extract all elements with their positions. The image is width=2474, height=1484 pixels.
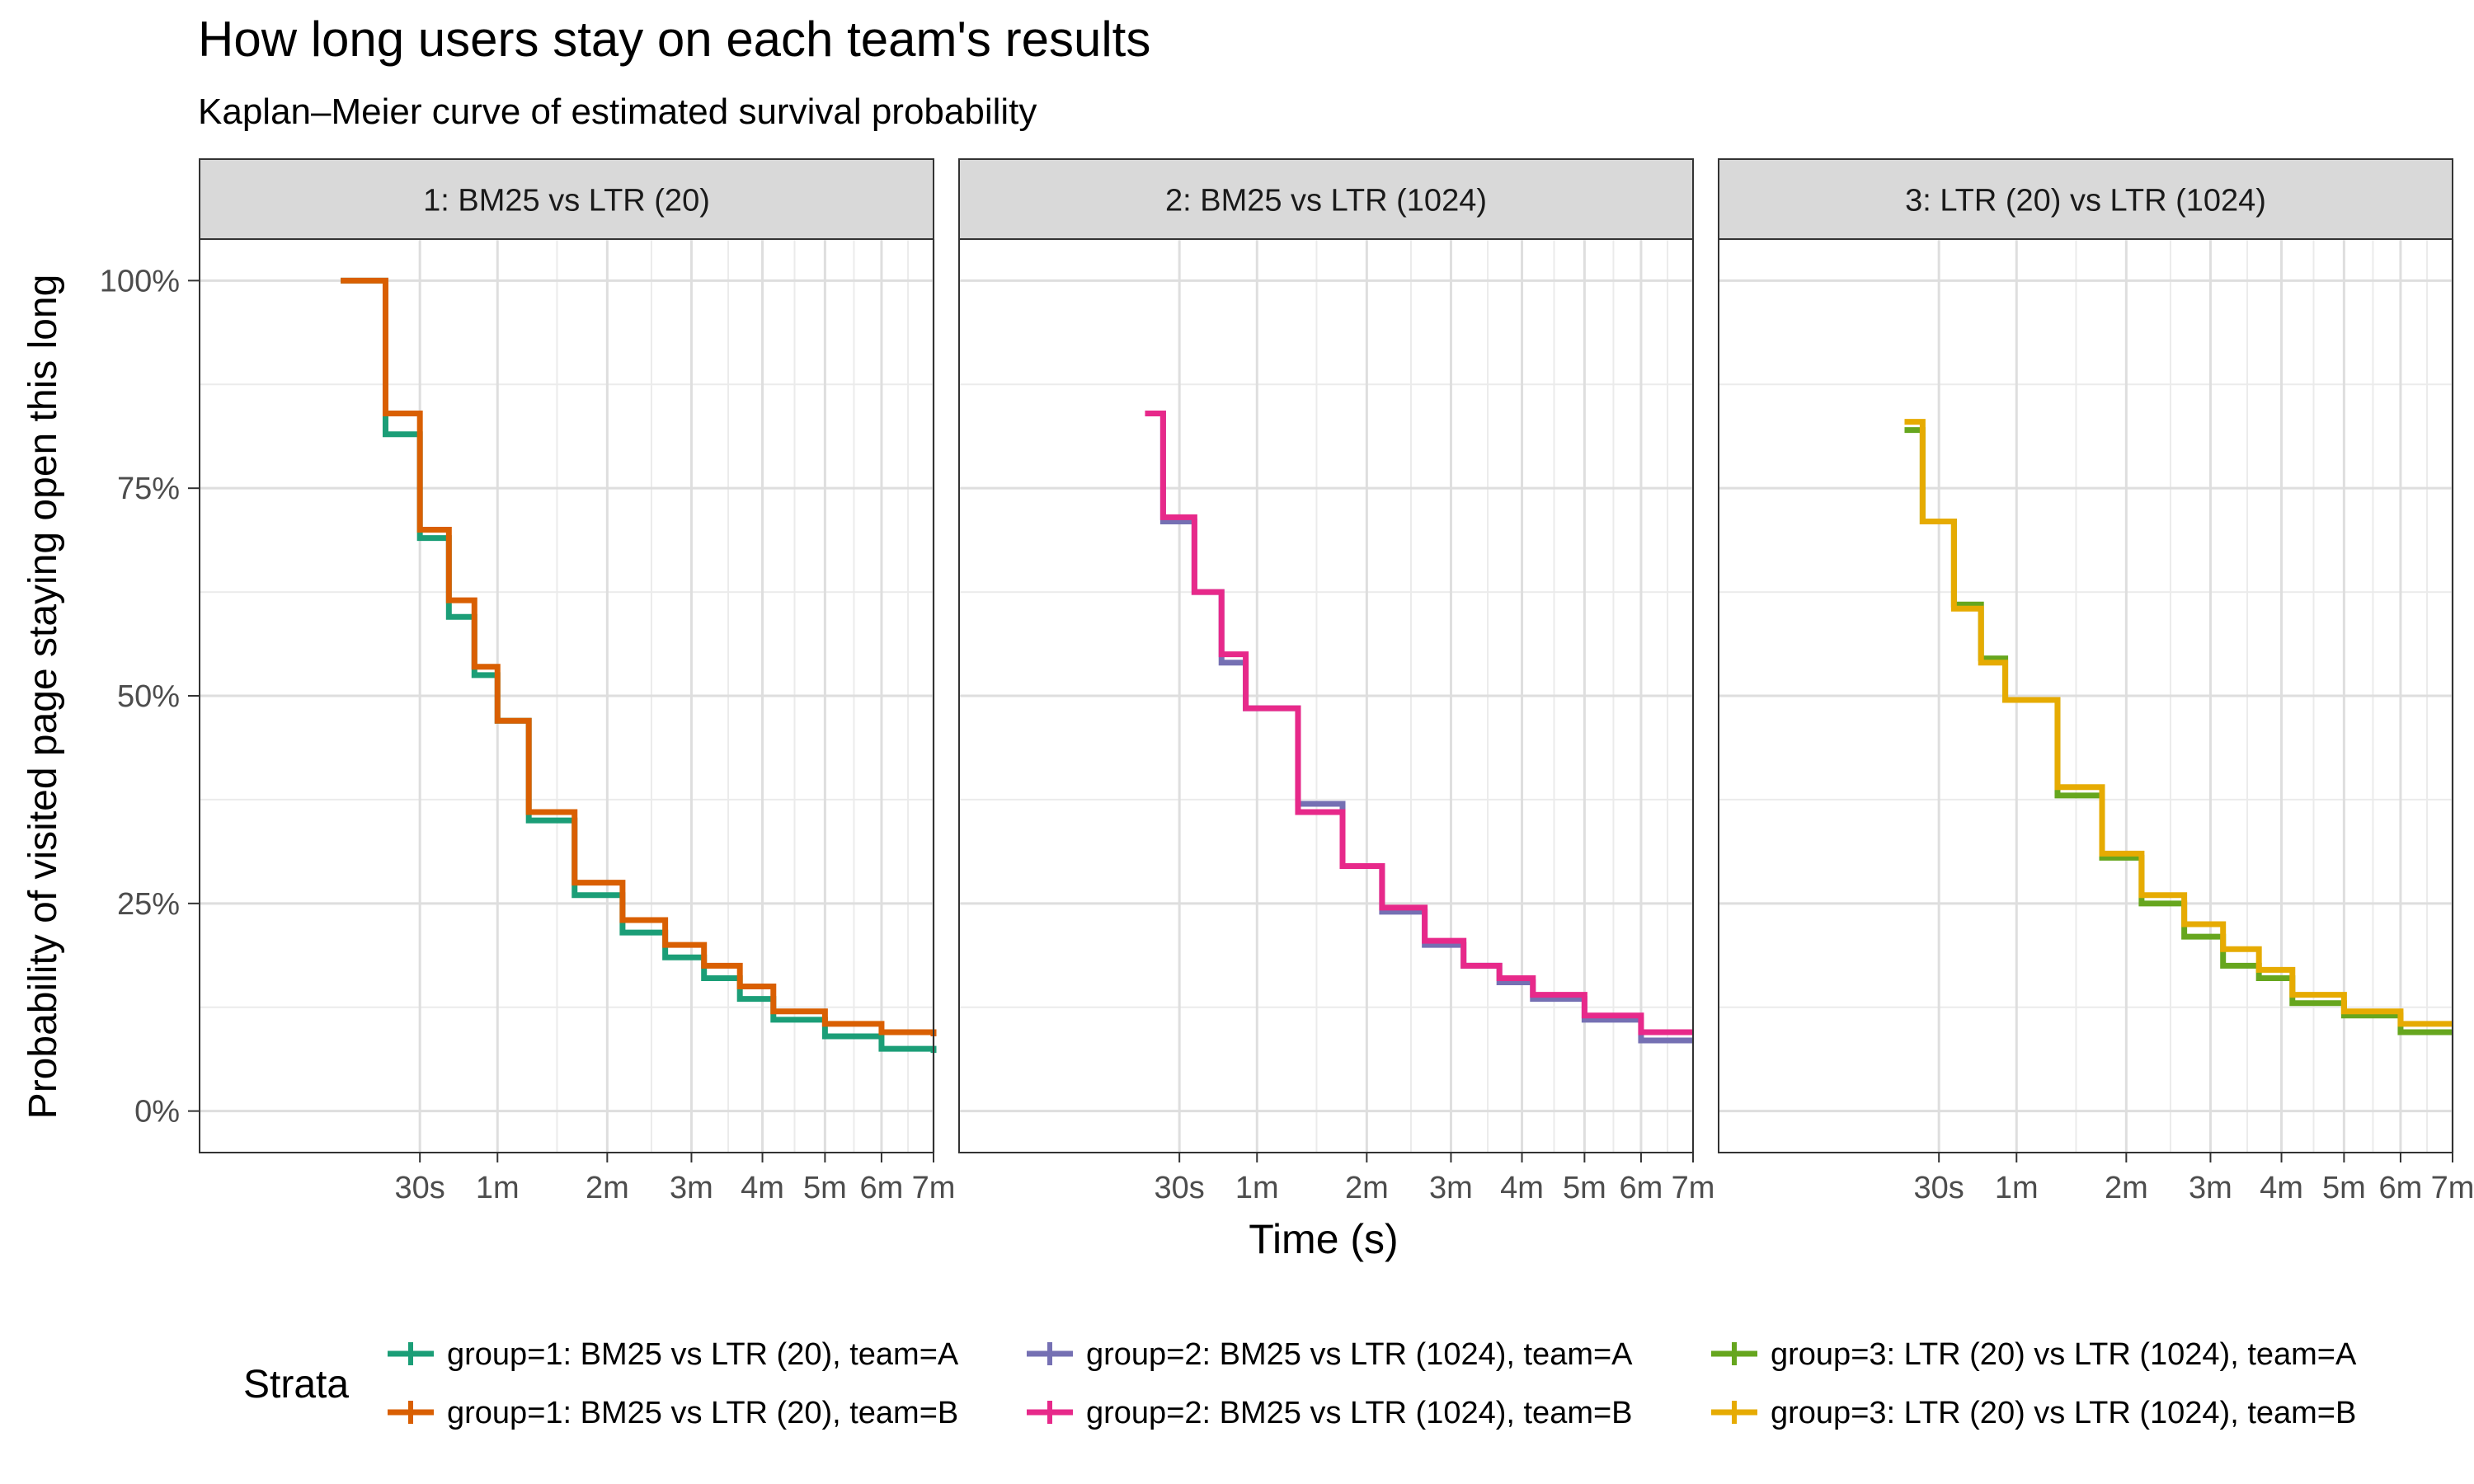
legend: Strata group=1: BM25 vs LTR (20), team=A g… <box>243 1337 2357 1430</box>
x-tick-label: 4m <box>741 1171 784 1205</box>
x-tick-label: 3m <box>670 1171 713 1205</box>
x-tick-label: 1m <box>1235 1171 1279 1205</box>
legend-title: Strata <box>243 1363 349 1407</box>
legend-item: group=2: BM25 vs LTR (1024), team=A <box>1027 1337 1633 1372</box>
x-tick-label: 30s <box>1155 1171 1205 1205</box>
legend-label: group=3: LTR (20) vs LTR (1024), team=B <box>1771 1396 2356 1430</box>
x-tick-label: 5m <box>803 1171 847 1205</box>
chart-title: How long users stay on each team's resul… <box>198 12 1150 67</box>
x-tick-label: 4m <box>2260 1171 2303 1205</box>
legend-label: group=1: BM25 vs LTR (20), team=A <box>447 1337 959 1372</box>
legend-label: group=1: BM25 vs LTR (20), team=B <box>447 1396 958 1430</box>
legend-label: group=3: LTR (20) vs LTR (1024), team=A <box>1771 1337 2357 1372</box>
x-tick-label: 5m <box>2322 1171 2366 1205</box>
legend-item: group=3: LTR (20) vs LTR (1024), team=B <box>1711 1396 2356 1430</box>
legend-item: group=1: BM25 vs LTR (20), team=A <box>388 1337 959 1372</box>
facet-strip-label: 2: BM25 vs LTR (1024) <box>1165 184 1487 218</box>
survival-curve <box>1145 411 1693 1036</box>
y-tick-label: 0% <box>134 1095 180 1129</box>
facet-panel: 2: BM25 vs LTR (1024) 30s 1m 2m 3m 4m 5m 6m 7m <box>958 158 1715 1205</box>
y-axis-title: Probability of visited page staying open… <box>21 275 65 1120</box>
legend-item: group=1: BM25 vs LTR (20), team=B <box>388 1396 958 1430</box>
survival-curve <box>1904 419 2453 1027</box>
x-tick-label: 7m <box>1672 1171 1715 1205</box>
x-tick-label: 4m <box>1500 1171 1544 1205</box>
panel-border <box>1718 238 2453 1153</box>
x-tick-label: 3m <box>2189 1171 2232 1205</box>
x-tick-label: 6m <box>860 1171 904 1205</box>
panel-border <box>958 238 1694 1153</box>
x-tick-label: 1m <box>476 1171 520 1205</box>
chart-subtitle: Kaplan–Meier curve of estimated survival… <box>198 92 1037 132</box>
legend-item: group=3: LTR (20) vs LTR (1024), team=A <box>1711 1337 2357 1372</box>
x-tick-label: 3m <box>1429 1171 1473 1205</box>
x-tick-label: 6m <box>2379 1171 2423 1205</box>
y-tick-label: 25% <box>117 887 180 922</box>
x-tick-label: 5m <box>1563 1171 1606 1205</box>
x-tick-label: 30s <box>395 1171 445 1205</box>
legend-item: group=2: BM25 vs LTR (1024), team=B <box>1027 1396 1633 1430</box>
x-tick-label: 2m <box>1345 1171 1389 1205</box>
y-axis-labels: 0% 25% 50% 75% 100% <box>100 264 200 1129</box>
survival-curve <box>341 277 937 1036</box>
legend-label: group=2: BM25 vs LTR (1024), team=B <box>1086 1396 1633 1430</box>
y-tick-label: 50% <box>117 679 180 714</box>
x-tick-label: 7m <box>912 1171 956 1205</box>
x-tick-label: 7m <box>2431 1171 2474 1205</box>
facet-strip-label: 3: LTR (20) vs LTR (1024) <box>1905 184 2266 218</box>
facet-strip-label: 1: BM25 vs LTR (20) <box>423 184 710 218</box>
facet-panel: 1: BM25 vs LTR (20) 30s 1m 2m 3m 4m 5m 6m 7m <box>199 158 956 1205</box>
y-tick-label: 75% <box>117 472 180 506</box>
facet-strip <box>199 158 934 240</box>
x-tick-label: 30s <box>1914 1171 1964 1205</box>
y-tick-label: 100% <box>100 264 180 298</box>
x-tick-label: 6m <box>1620 1171 1663 1205</box>
x-axis-title: Time (s) <box>1249 1216 1398 1262</box>
facet-panels: 1: BM25 vs LTR (20)30s 1m 2m 3m 4m 5m 6m 7m2: B… <box>199 158 2474 1205</box>
x-tick-label: 1m <box>1995 1171 2039 1205</box>
x-tick-label: 2m <box>586 1171 629 1205</box>
legend-label: group=2: BM25 vs LTR (1024), team=A <box>1086 1337 1633 1372</box>
x-tick-label: 2m <box>2105 1171 2148 1205</box>
facet-panel: 3: LTR (20) vs LTR (1024) 30s 1m 2m 3m 4m 5m 6m… <box>1718 158 2474 1205</box>
facet-strip <box>958 158 1694 240</box>
